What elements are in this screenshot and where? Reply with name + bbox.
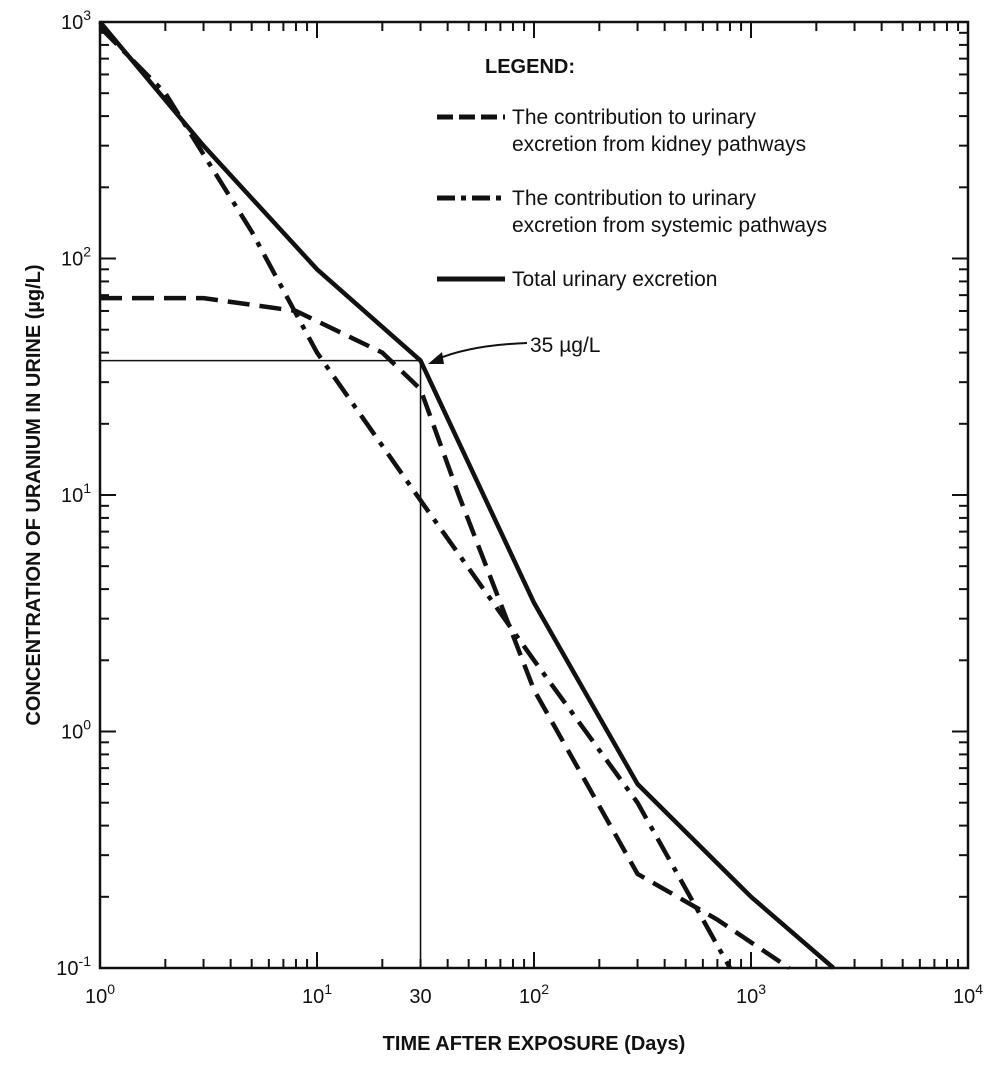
series-line-solid [98, 20, 835, 970]
legend-title: LEGEND: [485, 56, 575, 78]
x-axis-title: TIME AFTER EXPOSURE (Days) [383, 1033, 686, 1055]
y-tick-labels: 103 102 101 100 10-1 [56, 7, 91, 980]
x-tick-label: 101 [302, 981, 332, 1008]
series-line-dash-dot [98, 25, 732, 970]
y-tick-label: 10-1 [56, 953, 91, 980]
x-tick-labels: 100 101 30 102 103 104 [85, 981, 983, 1008]
series-layer [98, 20, 835, 970]
x-tick-label: 30 [409, 986, 431, 1008]
x-tick-label: 100 [85, 981, 115, 1008]
legend-label: The contribution to urinary [512, 106, 756, 129]
legend-items: The contribution to urinary excretion fro… [437, 106, 827, 291]
legend: LEGEND: The contribution to urinary excre… [437, 56, 827, 291]
reference-lines [100, 359, 422, 968]
x-tick-label: 103 [736, 981, 766, 1008]
annotation-label: 35 µg/L [530, 334, 601, 357]
y-tick-label: 102 [61, 244, 91, 271]
y-tick-label: 100 [61, 717, 91, 744]
x-tick-label: 104 [953, 981, 983, 1008]
legend-label: Total urinary excretion [512, 268, 717, 291]
y-tick-label: 103 [61, 7, 91, 34]
annotation-arrow-line [434, 342, 528, 361]
series-line-dashed [100, 295, 791, 970]
legend-label: excretion from systemic pathways [512, 214, 827, 237]
legend-label: The contribution to urinary [512, 187, 756, 210]
minor-ticks [99, 22, 968, 969]
x-tick-label: 102 [519, 981, 549, 1008]
y-tick-label: 101 [61, 480, 91, 507]
plot-frame [98, 20, 970, 970]
legend-label: excretion from kidney pathways [512, 133, 806, 156]
annotation-35ugL: 35 µg/L [428, 334, 601, 364]
y-axis-title: CONCENTRATION OF URANIUM IN URINE (µg/L) [23, 264, 45, 725]
annotation-arrowhead [428, 352, 444, 364]
